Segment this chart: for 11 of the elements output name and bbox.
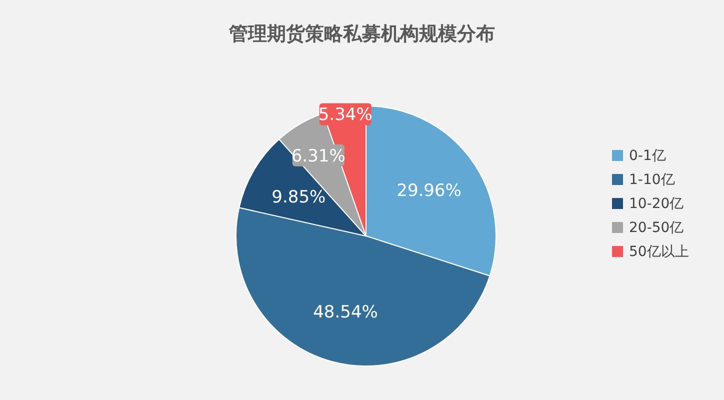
data-label: 6.31% [291,146,346,166]
data-label: 48.54% [313,302,378,322]
legend-label: 0-1亿 [629,148,666,164]
legend-label: 50亿以上 [629,244,689,260]
data-label: 5.34% [318,105,372,126]
legend-label: 1-10亿 [629,172,675,188]
chart-title: 管理期货策略私募机构规模分布 [228,23,495,45]
data-label: 29.96% [396,181,462,202]
legend-label: 20-50亿 [629,220,684,236]
legend-label: 10-20亿 [629,196,684,212]
data-label: 9.85% [272,188,326,208]
